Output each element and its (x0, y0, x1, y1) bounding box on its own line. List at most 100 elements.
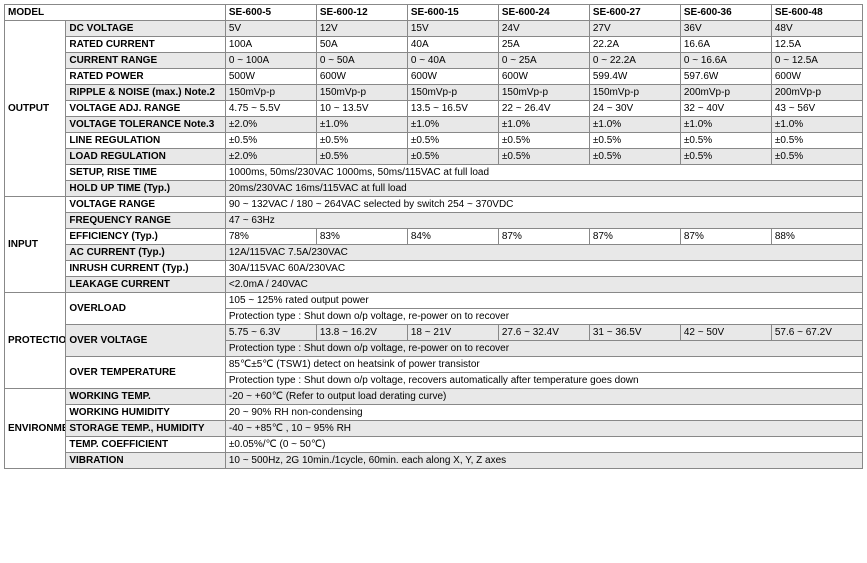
data-cell: 15V (407, 21, 498, 37)
data-cell: 600W (771, 69, 862, 85)
data-cell: 150mVp-p (316, 85, 407, 101)
data-cell: 200mVp-p (680, 85, 771, 101)
data-cell: 500W (225, 69, 316, 85)
data-cell: ±2.0% (225, 117, 316, 133)
data-cell: 25A (498, 37, 589, 53)
col-header: SE-600-48 (771, 5, 862, 21)
param-label: CURRENT RANGE (66, 53, 226, 69)
table-row: OVER VOLTAGE 5.75 ~ 6.3V13.8 ~ 16.2V18 ~… (5, 325, 863, 341)
data-cell: 600W (498, 69, 589, 85)
data-cell: 12A/115VAC 7.5A/230VAC (225, 245, 862, 261)
data-cell: ±0.5% (225, 133, 316, 149)
col-header: SE-600-24 (498, 5, 589, 21)
data-cell: 78% (225, 229, 316, 245)
data-cell: 12.5A (771, 37, 862, 53)
table-row: PROTECTION OVERLOAD 105 ~ 125% rated out… (5, 293, 863, 309)
data-cell: ±0.5% (407, 149, 498, 165)
data-cell: ±1.0% (771, 117, 862, 133)
data-cell: 50A (316, 37, 407, 53)
param-label: HOLD UP TIME (Typ.) (66, 181, 226, 197)
data-cell: 200mVp-p (771, 85, 862, 101)
model-header: MODEL (5, 5, 226, 21)
table-row: LOAD REGULATION ±2.0%±0.5%±0.5%±0.5%±0.5… (5, 149, 863, 165)
data-cell: ±2.0% (225, 149, 316, 165)
data-cell: 100A (225, 37, 316, 53)
param-label: RATED CURRENT (66, 37, 226, 53)
col-header: SE-600-12 (316, 5, 407, 21)
table-row: FREQUENCY RANGE 47 ~ 63Hz (5, 213, 863, 229)
data-cell: 1000ms, 50ms/230VAC 1000ms, 50ms/115VAC … (225, 165, 862, 181)
data-cell: ±0.5% (680, 149, 771, 165)
table-row: RATED POWER 500W600W600W600W599.4W597.6W… (5, 69, 863, 85)
param-label: LOAD REGULATION (66, 149, 226, 165)
data-cell: 150mVp-p (589, 85, 680, 101)
param-label: SETUP, RISE TIME (66, 165, 226, 181)
param-label: VOLTAGE RANGE (66, 197, 226, 213)
data-cell: <2.0mA / 240VAC (225, 277, 862, 293)
header-row: MODEL SE-600-5 SE-600-12 SE-600-15 SE-60… (5, 5, 863, 21)
data-cell: 10 ~ 13.5V (316, 101, 407, 117)
data-cell: 0 ~ 100A (225, 53, 316, 69)
data-cell: 27V (589, 21, 680, 37)
param-label: OVER TEMPERATURE (66, 357, 226, 389)
table-row: VOLTAGE ADJ. RANGE 4.75 ~ 5.5V10 ~ 13.5V… (5, 101, 863, 117)
data-cell: ±0.5% (316, 149, 407, 165)
data-cell: 5V (225, 21, 316, 37)
data-cell: 24 ~ 30V (589, 101, 680, 117)
data-cell: ±0.5% (680, 133, 771, 149)
data-cell: 150mVp-p (407, 85, 498, 101)
data-cell: ±1.0% (680, 117, 771, 133)
data-cell: ±0.5% (316, 133, 407, 149)
param-label: RIPPLE & NOISE (max.) Note.2 (66, 85, 226, 101)
table-row: RATED CURRENT 100A50A40A25A22.2A16.6A12.… (5, 37, 863, 53)
data-cell: 43 ~ 56V (771, 101, 862, 117)
data-cell: 87% (680, 229, 771, 245)
table-row: OVER TEMPERATURE 85℃±5℃ (TSW1) detect on… (5, 357, 863, 373)
data-cell: 83% (316, 229, 407, 245)
param-label: EFFICIENCY (Typ.) (66, 229, 226, 245)
data-cell: -40 ~ +85℃ , 10 ~ 95% RH (225, 421, 862, 437)
table-row: CURRENT RANGE 0 ~ 100A0 ~ 50A0 ~ 40A 0 ~ … (5, 53, 863, 69)
data-cell: 0 ~ 40A (407, 53, 498, 69)
param-label: DC VOLTAGE (66, 21, 226, 37)
table-row: LINE REGULATION ±0.5%±0.5%±0.5%±0.5%±0.5… (5, 133, 863, 149)
data-cell: 47 ~ 63Hz (225, 213, 862, 229)
param-label: FREQUENCY RANGE (66, 213, 226, 229)
table-row: INRUSH CURRENT (Typ.) 30A/115VAC 60A/230… (5, 261, 863, 277)
data-cell: ±1.0% (316, 117, 407, 133)
data-cell: 12V (316, 21, 407, 37)
data-cell: 0 ~ 16.6A (680, 53, 771, 69)
table-row: TEMP. COEFFICIENT ±0.05%/℃ (0 ~ 50℃) (5, 437, 863, 453)
data-cell: ±0.5% (498, 133, 589, 149)
data-cell: 4.75 ~ 5.5V (225, 101, 316, 117)
spec-table: MODEL SE-600-5 SE-600-12 SE-600-15 SE-60… (4, 4, 863, 469)
data-cell: 20ms/230VAC 16ms/115VAC at full load (225, 181, 862, 197)
data-cell: 22 ~ 26.4V (498, 101, 589, 117)
data-cell: 0 ~ 50A (316, 53, 407, 69)
data-cell: 0 ~ 22.2A (589, 53, 680, 69)
data-cell: 40A (407, 37, 498, 53)
param-label: TEMP. COEFFICIENT (66, 437, 226, 453)
data-cell: 5.75 ~ 6.3V (225, 325, 316, 341)
data-cell: 597.6W (680, 69, 771, 85)
data-cell: ±1.0% (589, 117, 680, 133)
table-row: STORAGE TEMP., HUMIDITY -40 ~ +85℃ , 10 … (5, 421, 863, 437)
param-label: VIBRATION (66, 453, 226, 469)
table-row: VIBRATION 10 ~ 500Hz, 2G 10min./1cycle, … (5, 453, 863, 469)
table-row: LEAKAGE CURRENT <2.0mA / 240VAC (5, 277, 863, 293)
data-cell: ±0.5% (407, 133, 498, 149)
table-row: OUTPUT DC VOLTAGE 5V 12V 15V 24V 27V 36V… (5, 21, 863, 37)
data-cell: ±0.5% (498, 149, 589, 165)
data-cell: 32 ~ 40V (680, 101, 771, 117)
data-cell: ±1.0% (498, 117, 589, 133)
table-row: RIPPLE & NOISE (max.) Note.2 150mVp-p150… (5, 85, 863, 101)
param-label: WORKING TEMP. (66, 389, 226, 405)
data-cell: 31 ~ 36.5V (589, 325, 680, 341)
data-cell: Protection type : Shut down o/p voltage,… (225, 373, 862, 389)
table-row: EFFICIENCY (Typ.) 78%83%84%87%87%87%88% (5, 229, 863, 245)
data-cell: 57.6 ~ 67.2V (771, 325, 862, 341)
param-label: OVER VOLTAGE (66, 325, 226, 357)
table-row: AC CURRENT (Typ.) 12A/115VAC 7.5A/230VAC (5, 245, 863, 261)
data-cell: 42 ~ 50V (680, 325, 771, 341)
data-cell: Protection type : Shut down o/p voltage,… (225, 309, 862, 325)
